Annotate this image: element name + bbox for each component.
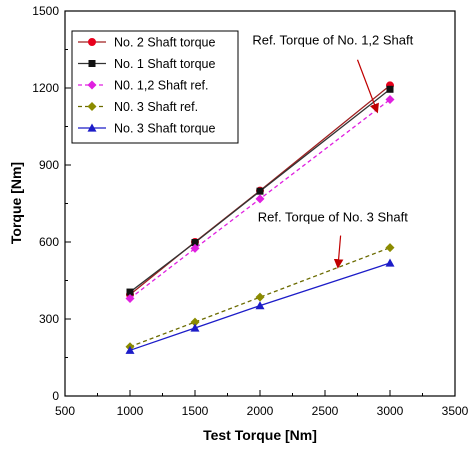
x-tick-label: 1500 [182, 404, 209, 418]
data-point-circle [88, 38, 96, 46]
data-point-triangle [255, 301, 265, 310]
data-point-triangle [87, 123, 97, 132]
legend-label: No. 3 Shaft torque [114, 122, 216, 136]
series-n0-1-2-shaft-ref- [125, 95, 395, 303]
x-tick-label: 3000 [377, 404, 404, 418]
data-point-square [256, 187, 264, 195]
data-point-diamond [190, 243, 200, 253]
legend: No. 2 Shaft torque No. 1 Shaft torque N0. … [71, 30, 239, 144]
legend-label: No. 1 Shaft torque [114, 57, 216, 71]
series-line [129, 262, 391, 351]
data-point-diamond [385, 243, 395, 253]
data-point-diamond [87, 102, 97, 111]
y-tick-label: 0 [52, 389, 59, 403]
data-point-diamond [125, 293, 135, 303]
x-tick-label: 2000 [247, 404, 274, 418]
x-tick-label: 3500 [442, 404, 469, 418]
data-point-diamond [255, 292, 265, 302]
data-point-diamond [190, 317, 200, 327]
data-point-square [191, 239, 199, 247]
series-line [129, 99, 391, 299]
data-point-triangle [190, 323, 200, 332]
annotation-label: Ref. Torque of No. 1,2 Shaft [252, 32, 413, 47]
tick-layer: 500 1000 1500 2000 2500 3000 3500 0 300 600 900 120… [32, 4, 468, 418]
data-point-diamond [385, 95, 395, 105]
x-axis-title: Test Torque [Nm] [203, 427, 317, 443]
x-tick-label: 500 [55, 404, 75, 418]
data-point-square [126, 288, 134, 296]
legend-box [71, 30, 239, 144]
x-tick-label: 1000 [117, 404, 144, 418]
annotation-arrow [356, 59, 379, 114]
data-point-square [386, 85, 394, 93]
y-tick-label: 900 [39, 158, 59, 172]
series-no-1-shaft-torque [126, 85, 394, 296]
x-tick-label: 2500 [312, 404, 339, 418]
data-point-diamond [255, 194, 265, 204]
y-tick-label: 600 [39, 235, 59, 249]
legend-label: No. 2 Shaft torque [114, 36, 216, 50]
series-no-3-shaft-torque [125, 258, 395, 354]
data-point-triangle [385, 258, 395, 267]
data-point-triangle [125, 345, 135, 354]
y-tick-label: 1500 [32, 4, 59, 18]
series-line [129, 88, 391, 293]
y-tick-label: 300 [39, 312, 59, 326]
legend-label: N0. 1,2 Shaft ref. [114, 79, 209, 93]
annotation-layer: Ref. Torque of No. 1,2 Shaft Ref. Torque … [252, 32, 414, 269]
data-point-square [88, 60, 96, 67]
annotation-label: Ref. Torque of No. 3 Shaft [258, 209, 408, 224]
legend-label: N0. 3 Shaft ref. [114, 100, 198, 114]
data-point-diamond [87, 80, 97, 90]
annotation-arrow [333, 235, 344, 269]
series-layer [125, 81, 395, 354]
series-n0-3-shaft-ref- [125, 243, 395, 352]
y-axis-title: Torque [Nm] [8, 162, 24, 244]
y-tick-label: 1200 [32, 81, 59, 95]
